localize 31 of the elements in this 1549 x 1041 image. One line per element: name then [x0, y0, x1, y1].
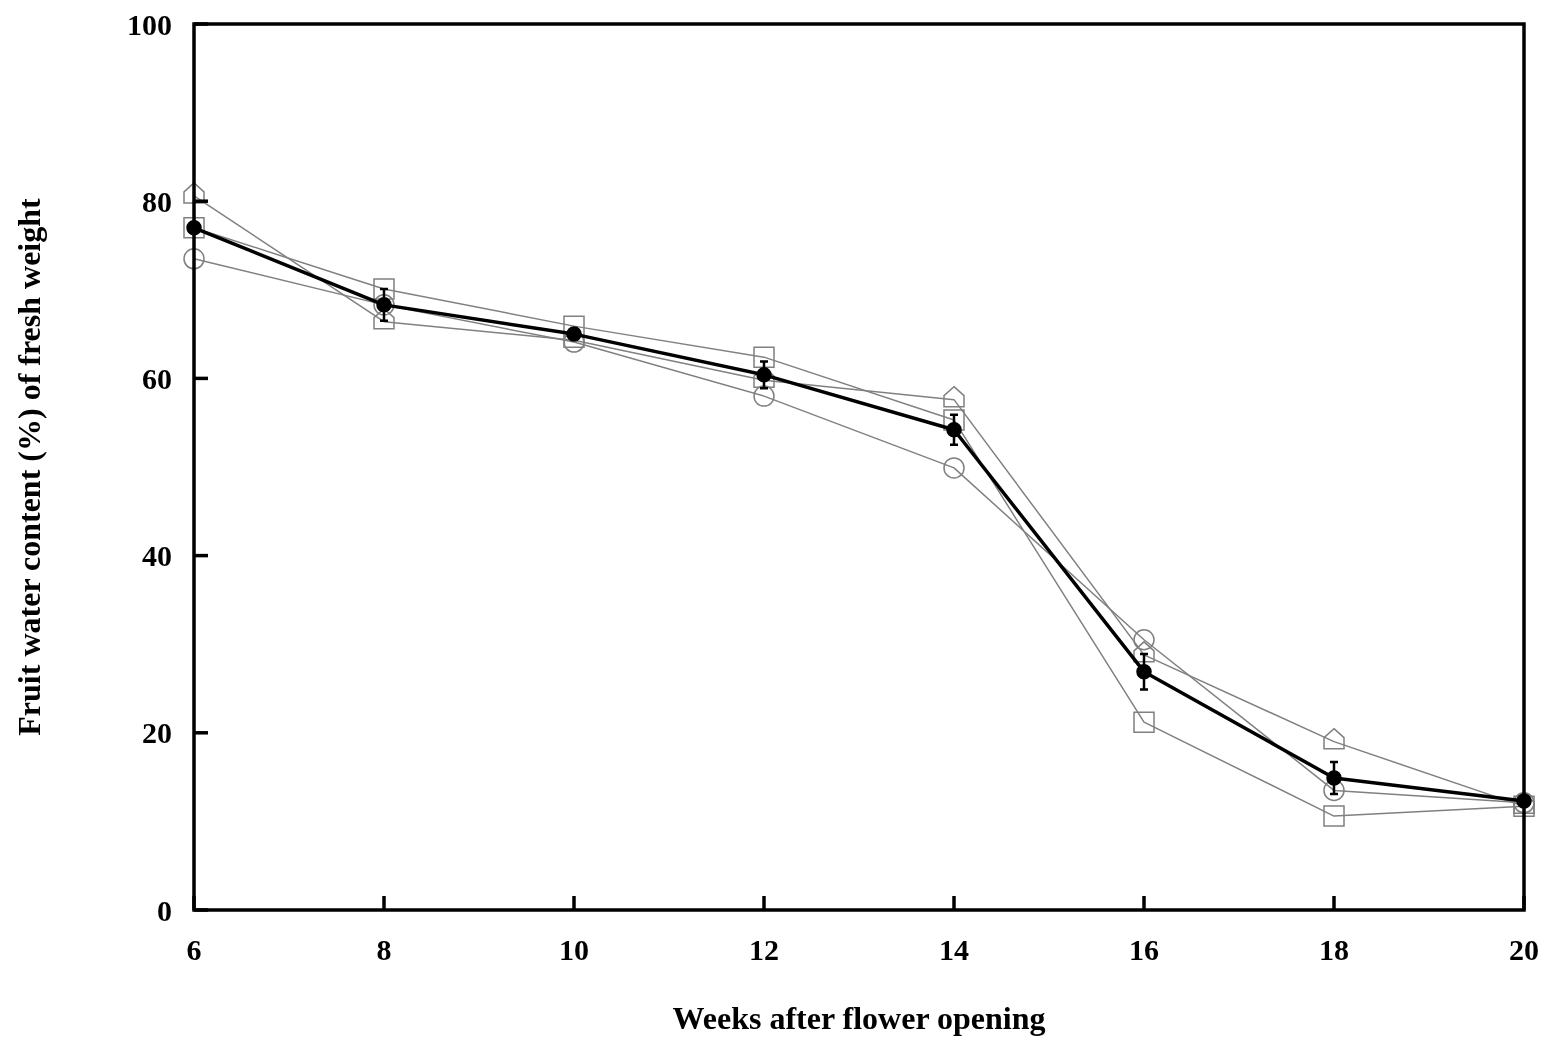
- x-tick-label: 18: [1319, 933, 1349, 966]
- x-axis-title: Weeks after flower opening: [672, 1000, 1046, 1036]
- x-tick-label: 14: [939, 933, 969, 966]
- x-tick-label: 8: [376, 933, 392, 966]
- point: [183, 248, 205, 270]
- y-tick-label: 20: [142, 716, 172, 750]
- point: [946, 422, 962, 438]
- x-tick-label: 10: [559, 933, 589, 966]
- point: [1136, 663, 1152, 680]
- point: [373, 278, 395, 300]
- y-tick-label: 80: [142, 184, 172, 218]
- point: [1323, 805, 1345, 827]
- y-tick-label: 60: [142, 361, 172, 395]
- point: [753, 385, 775, 407]
- point: [943, 409, 965, 431]
- y-tick-label: 0: [157, 893, 172, 927]
- x-tick-label: 6: [186, 933, 202, 966]
- point: [753, 346, 775, 368]
- y-tick-label: 100: [127, 7, 172, 41]
- x-tick-label: 20: [1509, 933, 1539, 966]
- point: [1323, 779, 1345, 802]
- x-tick-label: 16: [1129, 933, 1159, 966]
- point: [1326, 770, 1342, 786]
- point: [1133, 629, 1155, 651]
- point: [756, 367, 772, 383]
- point: [563, 315, 585, 337]
- x-tick-label: 12: [749, 933, 779, 966]
- y-tick-label: 40: [142, 539, 172, 573]
- y-axis-title: Fruit water content (%) of fresh weight: [11, 197, 47, 736]
- point: [1133, 711, 1155, 733]
- point: [943, 457, 965, 479]
